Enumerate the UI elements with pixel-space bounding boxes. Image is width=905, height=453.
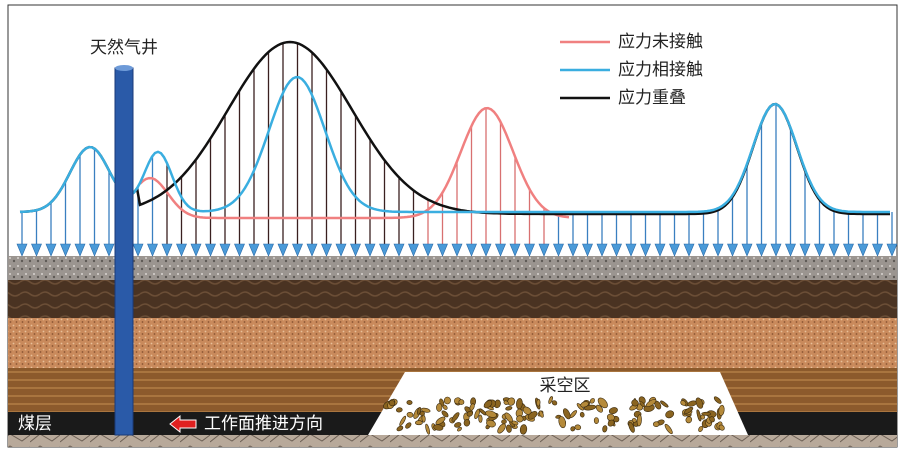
advance-label: 工作面推进方向 — [204, 414, 323, 434]
rubble-piece — [653, 422, 659, 427]
rubble-piece — [444, 397, 451, 404]
rubble-piece — [580, 412, 585, 418]
rubble-piece — [415, 421, 422, 425]
rubble-piece — [396, 407, 403, 412]
seam-label: 煤层 — [18, 414, 52, 434]
floor-layer — [8, 435, 897, 447]
rubble-piece — [536, 399, 540, 406]
legend-label: 应力未接触 — [618, 32, 703, 52]
sandstone-layer — [8, 318, 897, 368]
rubble-piece — [407, 400, 413, 405]
rubble-piece — [702, 412, 711, 415]
legend-label: 应力相接触 — [618, 60, 703, 80]
well-label: 天然气井 — [90, 38, 158, 58]
well-top — [115, 65, 133, 71]
rubble-piece — [594, 417, 599, 423]
gravel-layer — [8, 256, 897, 280]
gas-well — [115, 68, 133, 435]
diagram: 天然气井 应力未接触 应力相接触 应力重叠 采空区 煤层 工作面推进方向 — [0, 0, 905, 453]
rubble-piece — [459, 400, 464, 405]
rubble-piece — [436, 403, 442, 411]
goaf-label: 采空区 — [540, 376, 591, 396]
rubble-piece — [478, 415, 482, 423]
mudstone-layer — [8, 280, 897, 318]
legend-label: 应力重叠 — [618, 88, 686, 108]
